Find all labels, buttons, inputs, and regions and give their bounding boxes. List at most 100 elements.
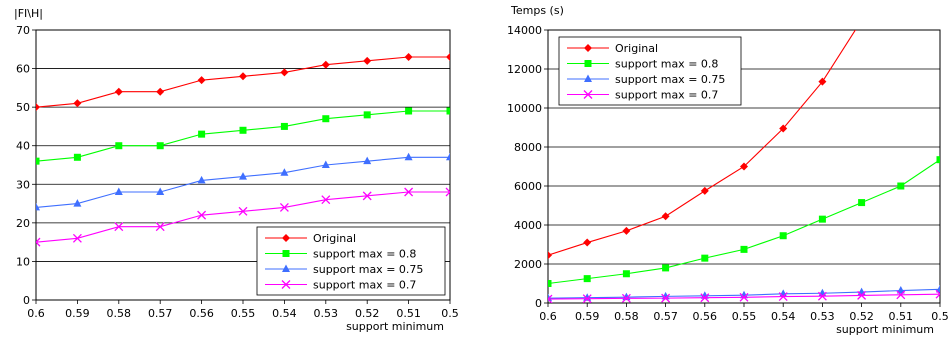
data-point bbox=[198, 130, 206, 138]
legend-label: support max = 0.7 bbox=[615, 89, 718, 102]
y-tick-label: 50 bbox=[16, 101, 30, 114]
data-point bbox=[405, 107, 413, 115]
legend: Original support max = 0.8 support max = 0… bbox=[256, 226, 446, 296]
series-3 bbox=[36, 152, 450, 211]
legend-marker bbox=[281, 280, 291, 289]
chart-1: 0 10 20 30 40 50 60 70 0.6 0.59 0.58 0.57 0.56 0.55 0.… bbox=[14, 7, 459, 333]
y-tick-label: 8000 bbox=[514, 141, 542, 154]
data-point bbox=[583, 238, 592, 247]
y-axis-label: |FI\H| bbox=[14, 7, 43, 20]
x-tick-label: 0.53 bbox=[314, 307, 339, 320]
x-tick-label: 0.57 bbox=[148, 307, 173, 320]
y-tick-label: 20 bbox=[16, 217, 30, 230]
data-point bbox=[817, 291, 827, 301]
data-point bbox=[36, 202, 40, 211]
y-tick-label: 6000 bbox=[514, 180, 542, 193]
data-point bbox=[156, 187, 165, 195]
plot-frame bbox=[547, 29, 941, 304]
x-axis-label: support minimum bbox=[346, 320, 444, 333]
data-point bbox=[363, 156, 372, 165]
legend-label: Original bbox=[313, 232, 356, 245]
data-point bbox=[548, 294, 553, 303]
data-point bbox=[197, 175, 206, 184]
y-axis-label: Temps (s) bbox=[510, 4, 564, 17]
x-tick-label: 0.58 bbox=[614, 310, 639, 323]
legend: Original support max = 0.8 support max = 0… bbox=[558, 36, 742, 106]
data-point bbox=[548, 251, 552, 260]
data-point bbox=[197, 210, 207, 220]
data-point bbox=[621, 293, 631, 303]
data-point bbox=[778, 292, 788, 302]
data-point bbox=[701, 254, 709, 262]
legend-label: support max = 0.8 bbox=[313, 248, 416, 261]
y-tick-label: 30 bbox=[16, 178, 30, 191]
legend-marker bbox=[584, 44, 592, 52]
legend-label: support max = 0.75 bbox=[615, 73, 725, 86]
data-point bbox=[622, 270, 630, 278]
x-tick-label: 0.6 bbox=[539, 310, 557, 323]
legend-marker bbox=[282, 234, 290, 242]
y-tick-label: 4000 bbox=[514, 219, 542, 232]
data-point bbox=[404, 187, 414, 197]
data-point bbox=[115, 142, 123, 150]
data-point bbox=[73, 199, 82, 207]
legend-marker bbox=[282, 264, 290, 272]
data-point bbox=[818, 77, 827, 86]
data-point bbox=[114, 87, 123, 96]
series-4 bbox=[548, 289, 940, 303]
x-tick-label: 0.6 bbox=[27, 307, 45, 320]
data-point bbox=[36, 237, 41, 247]
series-1 bbox=[548, 30, 857, 260]
data-point bbox=[321, 195, 331, 205]
data-point bbox=[700, 291, 709, 299]
data-point bbox=[280, 68, 289, 77]
data-point bbox=[197, 76, 206, 85]
y-tick-label: 0 bbox=[23, 294, 30, 307]
y-tick-label: 14000 bbox=[507, 24, 542, 37]
x-tick-label: 0.57 bbox=[653, 310, 678, 323]
data-point bbox=[321, 60, 330, 69]
x-tick-label: 0.54 bbox=[272, 307, 297, 320]
legend-marker bbox=[282, 250, 290, 257]
data-point bbox=[662, 264, 670, 272]
data-point bbox=[896, 286, 905, 294]
y-tick-label: 60 bbox=[16, 63, 30, 76]
data-point bbox=[155, 222, 165, 232]
x-tick-label: 0.55 bbox=[231, 307, 256, 320]
data-point bbox=[548, 280, 552, 287]
data-point bbox=[279, 202, 289, 212]
y-tick-label: 70 bbox=[16, 24, 30, 37]
data-point bbox=[818, 215, 826, 223]
series-line bbox=[548, 159, 940, 285]
legend-label: Original bbox=[615, 42, 658, 55]
data-point bbox=[404, 152, 413, 161]
data-point bbox=[897, 182, 905, 190]
data-point bbox=[700, 293, 710, 303]
data-point bbox=[661, 291, 670, 300]
data-point bbox=[740, 290, 748, 299]
legend-label: support max = 0.8 bbox=[615, 58, 718, 71]
data-point bbox=[363, 111, 371, 119]
data-point bbox=[445, 187, 450, 197]
data-point bbox=[156, 142, 164, 150]
x-tick-label: 0.52 bbox=[849, 310, 874, 323]
data-point bbox=[280, 122, 288, 130]
data-point bbox=[239, 126, 247, 134]
data-point bbox=[362, 191, 372, 201]
data-point bbox=[446, 152, 450, 161]
x-tick-label: 0.59 bbox=[65, 307, 90, 320]
data-point bbox=[740, 162, 748, 171]
data-point bbox=[114, 187, 123, 195]
x-tick-label: 0.58 bbox=[107, 307, 132, 320]
series-4 bbox=[36, 187, 450, 247]
series-2 bbox=[36, 107, 450, 165]
data-point bbox=[582, 294, 592, 303]
x-tick-label: 0.52 bbox=[355, 307, 380, 320]
data-point bbox=[73, 153, 81, 161]
data-point bbox=[896, 290, 906, 300]
plot-frame bbox=[35, 29, 451, 301]
data-point bbox=[321, 160, 330, 168]
series-1 bbox=[36, 53, 450, 112]
y-tick-label: 0 bbox=[535, 297, 542, 310]
y-tick-label: 12000 bbox=[507, 63, 542, 76]
